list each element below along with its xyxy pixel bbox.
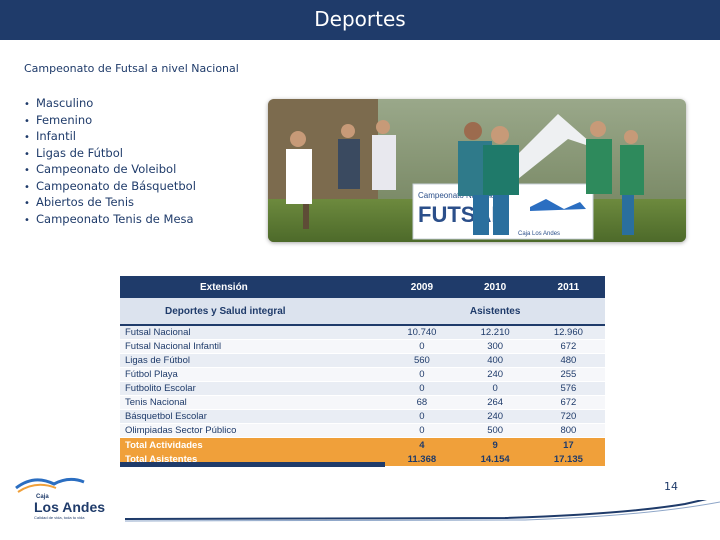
total-attendees-2010: 14.154 (458, 452, 532, 466)
row-label: Futsal Nacional Infantil (120, 339, 386, 354)
caja-los-andes-logo: Caja Los Andes Calidad de vida, toda tu … (14, 474, 114, 524)
total-attendees-2009: 11.368 (385, 452, 459, 466)
cell-2009: 0 (385, 367, 459, 382)
cell-2010: 240 (458, 367, 532, 382)
cell-2011: 800 (531, 423, 605, 438)
cell-2010: 500 (458, 423, 532, 438)
bullet-list: Masculino Femenino Infantil Ligas de Fút… (24, 95, 196, 227)
cell-2009: 0 (385, 423, 459, 438)
cell-2009: 0 (385, 381, 459, 396)
row-label: Olimpiadas Sector Público (120, 423, 386, 438)
sports-attendance-table: Extensión 2009 2010 2011 Deportes y Salu… (120, 276, 605, 466)
cell-2009: 0 (385, 409, 459, 424)
bullet-item: Ligas de Fútbol (24, 145, 196, 162)
cell-2011: 672 (531, 339, 605, 354)
row-label: Fútbol Playa (120, 367, 386, 382)
table-row: Olimpiadas Sector Público 0 500 800 (120, 423, 605, 438)
banner-word: FUTSAL (418, 202, 505, 227)
logo-caja: Caja (36, 494, 49, 500)
table-row: Tenis Nacional 68 264 672 (120, 395, 605, 410)
total-attendees-2011: 17.135 (531, 452, 605, 466)
cell-2009: 560 (385, 353, 459, 368)
total-activities-2011: 17 (531, 437, 605, 452)
section-label: Deportes y Salud integral (120, 298, 386, 326)
cell-2011: 255 (531, 367, 605, 382)
logo-mark: Caja Los Andes Calidad de vida, toda tu … (15, 477, 105, 520)
cell-2009: 0 (385, 339, 459, 354)
table-row: Ligas de Fútbol 560 400 480 (120, 353, 605, 368)
section-value-label: Asistentes (385, 298, 605, 326)
total-activities-2009: 4 (385, 437, 459, 452)
cell-2009: 68 (385, 395, 459, 410)
section-header-row: Deportes y Salud integral Asistentes (120, 298, 605, 326)
total-activities-label: Total Actividades (120, 437, 386, 452)
bullet-item: Masculino (24, 95, 196, 112)
cell-2010: 264 (458, 395, 532, 410)
row-label: Ligas de Fútbol (120, 353, 386, 368)
total-activities-row: Total Actividades 4 9 17 (120, 437, 605, 452)
slide-title: Deportes (0, 0, 720, 40)
table-header-row: Extensión 2009 2010 2011 (120, 276, 605, 298)
cell-2010: 12.210 (458, 325, 532, 340)
photo-illustration: Campeonato Nacional de FUTSAL Caja Los A… (268, 99, 686, 242)
cell-2011: 672 (531, 395, 605, 410)
cell-2009: 10.740 (385, 325, 459, 340)
stats-table-container: Extensión 2009 2010 2011 Deportes y Salu… (120, 276, 605, 466)
table-row: Básquetbol Escolar 0 240 720 (120, 409, 605, 424)
header-2011: 2011 (531, 276, 605, 298)
table-row: Fútbol Playa 0 240 255 (120, 367, 605, 382)
row-label: Futbolito Escolar (120, 381, 386, 396)
row-label: Tenis Nacional (120, 395, 386, 410)
bullet-item: Campeonato de Voleibol (24, 161, 196, 178)
table-row: Futsal Nacional 10.740 12.210 12.960 (120, 325, 605, 340)
cell-2011: 720 (531, 409, 605, 424)
cell-2011: 12.960 (531, 325, 605, 340)
bullet-item: Infantil (24, 128, 196, 145)
total-activities-2010: 9 (458, 437, 532, 452)
futsal-celebration-photo: Campeonato Nacional de FUTSAL Caja Los A… (268, 99, 686, 242)
bullet-item: Femenino (24, 112, 196, 129)
row-label: Básquetbol Escolar (120, 409, 386, 424)
bullet-item: Campeonato Tenis de Mesa (24, 211, 196, 228)
cell-2011: 576 (531, 381, 605, 396)
cell-2011: 480 (531, 353, 605, 368)
table-bottom-bar (120, 462, 385, 467)
banner-brand: Caja Los Andes (518, 231, 560, 237)
page-number: 14 (664, 480, 678, 493)
cell-2010: 300 (458, 339, 532, 354)
table-row: Futbolito Escolar 0 0 576 (120, 381, 605, 396)
slide-subtitle: Campeonato de Futsal a nivel Nacional (24, 62, 239, 75)
header-2010: 2010 (458, 276, 532, 298)
cell-2010: 400 (458, 353, 532, 368)
logo-name: Los Andes (34, 499, 105, 515)
bullet-item: Abiertos de Tenis (24, 194, 196, 211)
table-row: Futsal Nacional Infantil 0 300 672 (120, 339, 605, 354)
bullet-item: Campeonato de Básquetbol (24, 178, 196, 195)
row-label: Futsal Nacional (120, 325, 386, 340)
header-extension: Extensión (120, 276, 386, 298)
cell-2010: 0 (458, 381, 532, 396)
logo-tagline: Calidad de vida, toda tu vida (34, 515, 85, 520)
footer-swoosh (125, 500, 720, 522)
cell-2010: 240 (458, 409, 532, 424)
header-2009: 2009 (385, 276, 459, 298)
